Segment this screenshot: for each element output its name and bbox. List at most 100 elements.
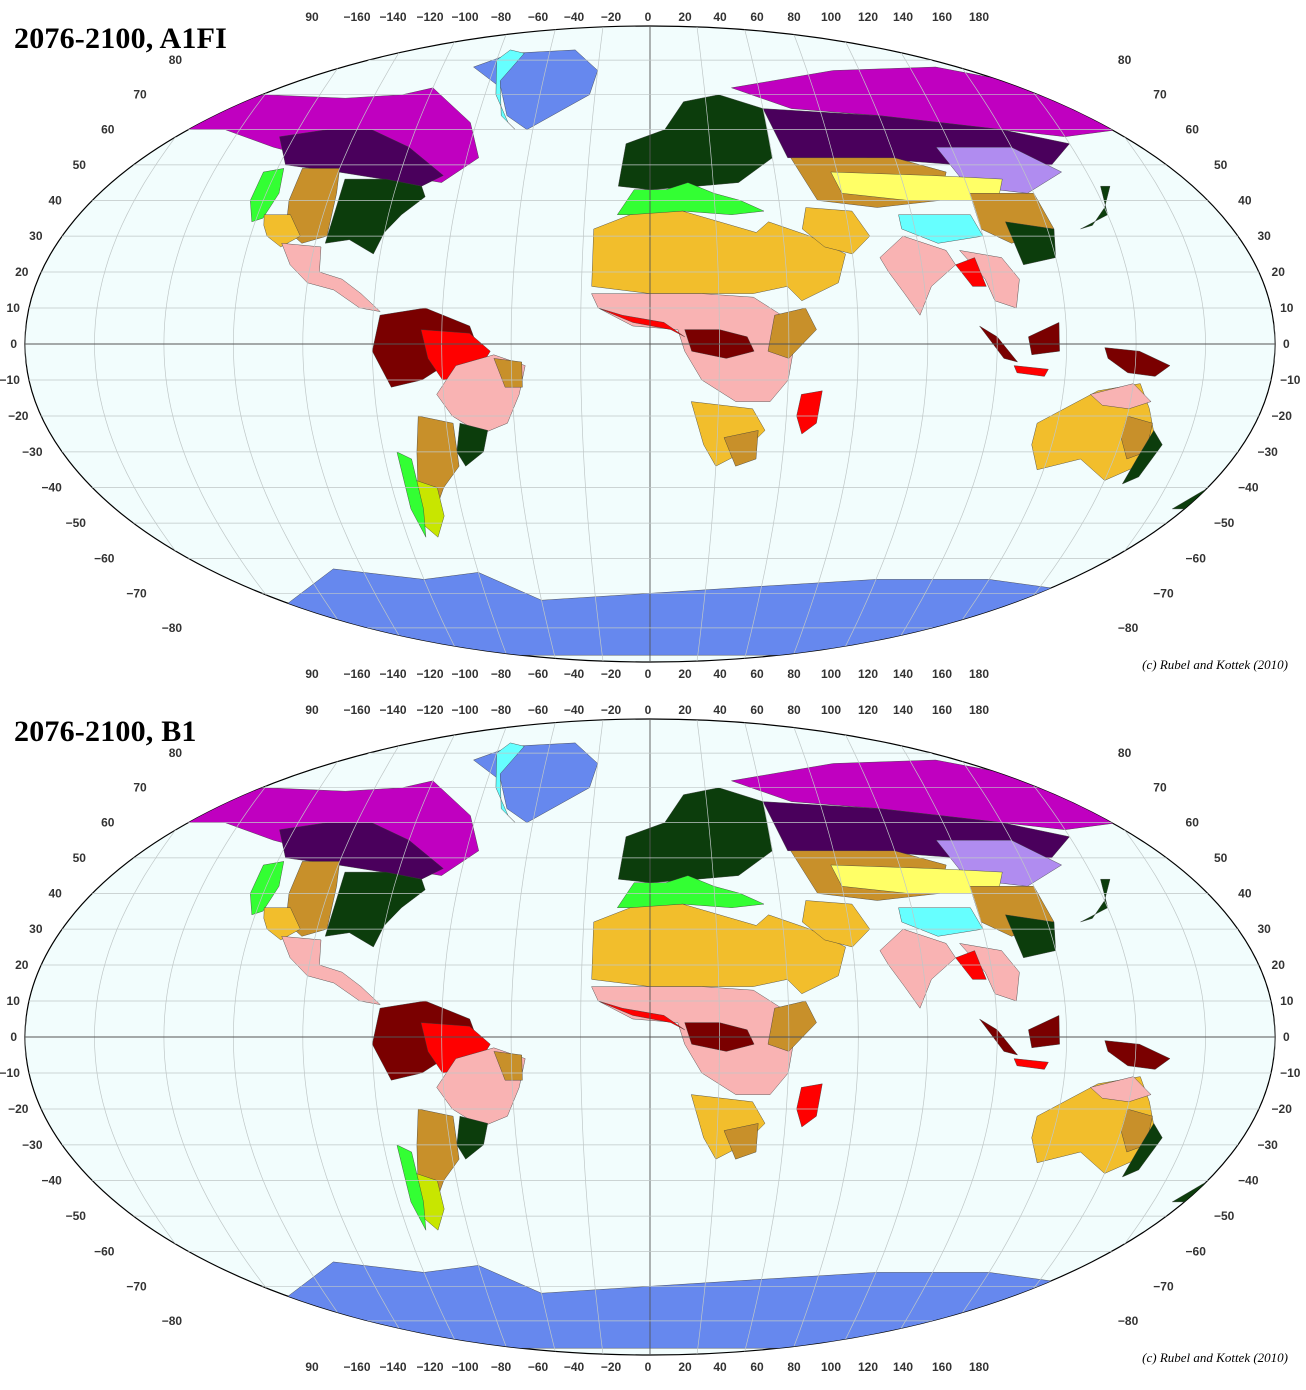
lon-tick-bottom: 160 — [932, 667, 952, 681]
lat-tick-left: 40 — [48, 193, 62, 207]
lat-tick-left: 70 — [133, 781, 147, 795]
lon-tick-top: 60 — [750, 10, 764, 24]
lon-tick-top: −80 — [491, 10, 512, 24]
lat-tick-right: 0 — [1283, 337, 1290, 351]
lat-tick-left: −10 — [0, 373, 20, 387]
lon-tick-top: 140 — [893, 10, 913, 24]
lon-tick-top: −80 — [491, 703, 512, 717]
lon-tick-top: −120 — [416, 10, 443, 24]
lat-tick-right: −40 — [1238, 481, 1259, 495]
lat-tick-left: 10 — [7, 994, 21, 1008]
lat-tick-right: 30 — [1257, 229, 1271, 243]
usa-southwest-region — [263, 214, 301, 248]
lat-tick-right: −30 — [1257, 1138, 1278, 1152]
lon-tick-top: 160 — [932, 10, 952, 24]
lon-tick-bottom: −20 — [601, 1360, 622, 1374]
lat-tick-left: −40 — [41, 481, 62, 495]
java-region — [1013, 365, 1049, 377]
southern-africa-steppe-region — [723, 430, 759, 467]
lon-tick-bottom: 0 — [645, 667, 652, 681]
lon-tick-bottom: −100 — [451, 667, 478, 681]
lat-tick-right: 50 — [1214, 158, 1228, 172]
lon-tick-top: 100 — [821, 10, 841, 24]
lat-tick-left: −20 — [8, 409, 29, 423]
australia-north-region — [1089, 1076, 1152, 1103]
lat-tick-right: 60 — [1186, 123, 1200, 137]
lon-tick-top: 40 — [713, 703, 727, 717]
java-region — [1013, 1058, 1049, 1070]
lat-tick-right: −20 — [1272, 1102, 1293, 1116]
lat-tick-right: 80 — [1118, 53, 1132, 67]
mexico-region — [281, 936, 381, 1005]
lon-tick-bottom: 140 — [893, 667, 913, 681]
lon-tick-top: −60 — [528, 703, 549, 717]
lat-tick-right: −50 — [1214, 1209, 1235, 1223]
lat-tick-right: 0 — [1283, 1030, 1290, 1044]
lat-tick-left: −80 — [162, 621, 183, 635]
lon-tick-top: 140 — [893, 703, 913, 717]
lon-tick-bottom: −100 — [451, 1360, 478, 1374]
latitude-labels: 80 80 70 70 60 60 50 50 40 40 30 30 20 20 10 10 0 0 −10 −10… — [0, 53, 1301, 635]
longitude-labels: 90 90 −160 −160 −140 −140 −120 −120 −100 −100 −80 −… — [305, 703, 989, 1374]
lat-tick-right: 80 — [1118, 746, 1132, 760]
land-layer — [180, 742, 1231, 1349]
lat-tick-left: −80 — [162, 1314, 183, 1328]
lon-tick-top: −140 — [379, 10, 406, 24]
lat-tick-right: 30 — [1257, 922, 1271, 936]
lat-tick-left: −10 — [0, 1066, 20, 1080]
lon-tick-top: 90 — [305, 10, 319, 24]
lon-tick-top: 100 — [821, 703, 841, 717]
lon-tick-bottom: 20 — [678, 1360, 692, 1374]
lon-tick-bottom: 160 — [932, 1360, 952, 1374]
world-map-a1fi: 9090−160−160−140−140−120−120−100−100−80−… — [0, 10, 1301, 681]
lat-tick-left: 20 — [15, 958, 29, 972]
borneo-region — [1028, 1015, 1060, 1049]
lat-tick-left: 0 — [10, 1030, 17, 1044]
lon-tick-top: 80 — [787, 10, 801, 24]
lat-tick-right: −60 — [1186, 1244, 1207, 1258]
lon-tick-bottom: 120 — [858, 667, 878, 681]
lat-tick-right: 70 — [1153, 88, 1167, 102]
lat-tick-right: 40 — [1238, 886, 1252, 900]
lat-tick-right: 10 — [1280, 301, 1294, 315]
lon-tick-bottom: 140 — [893, 1360, 913, 1374]
lat-tick-left: 80 — [169, 746, 183, 760]
lon-tick-bottom: 0 — [645, 1360, 652, 1374]
great-plains-region — [285, 168, 340, 244]
lat-tick-left: 10 — [7, 301, 21, 315]
longitude-labels: 90 90 −160 −160 −140 −140 −120 −120 −100 −100 −80 −… — [305, 10, 989, 681]
usa-southwest-region — [263, 907, 301, 941]
copyright-credit: (c) Rubel and Kottek (2010) — [1142, 1350, 1288, 1365]
lon-tick-top: 60 — [750, 703, 764, 717]
lon-tick-bottom: 80 — [787, 1360, 801, 1374]
usa-east-region — [324, 178, 426, 255]
lat-tick-left: −60 — [94, 1244, 115, 1258]
lat-tick-right: 20 — [1272, 958, 1286, 972]
lon-tick-top: 0 — [645, 703, 652, 717]
lon-tick-bottom: 100 — [821, 667, 841, 681]
lon-tick-bottom: −160 — [343, 667, 370, 681]
lat-tick-right: −80 — [1118, 621, 1139, 635]
lon-tick-top: 80 — [787, 703, 801, 717]
lon-tick-top: −120 — [416, 703, 443, 717]
lon-tick-top: −160 — [343, 703, 370, 717]
lon-tick-bottom: 180 — [969, 667, 989, 681]
south-brazil-region — [456, 1115, 488, 1160]
new-guinea-region — [1104, 1040, 1171, 1070]
lon-tick-bottom: −60 — [528, 1360, 549, 1374]
lat-tick-right: −50 — [1214, 516, 1235, 530]
lat-tick-left: 30 — [29, 229, 43, 243]
lat-tick-left: −50 — [66, 1209, 87, 1223]
lon-tick-top: −100 — [451, 10, 478, 24]
lat-tick-right: −30 — [1257, 445, 1278, 459]
lon-tick-top: 90 — [305, 703, 319, 717]
lat-tick-left: −20 — [8, 1102, 29, 1116]
lat-tick-left: 70 — [133, 88, 147, 102]
lat-tick-right: 70 — [1153, 781, 1167, 795]
lon-tick-bottom: −140 — [379, 667, 406, 681]
lon-tick-bottom: −40 — [564, 1360, 585, 1374]
lon-tick-top: 160 — [932, 703, 952, 717]
lon-tick-top: −40 — [564, 10, 585, 24]
lon-tick-top: −100 — [451, 703, 478, 717]
madagascar-region — [796, 1083, 823, 1128]
